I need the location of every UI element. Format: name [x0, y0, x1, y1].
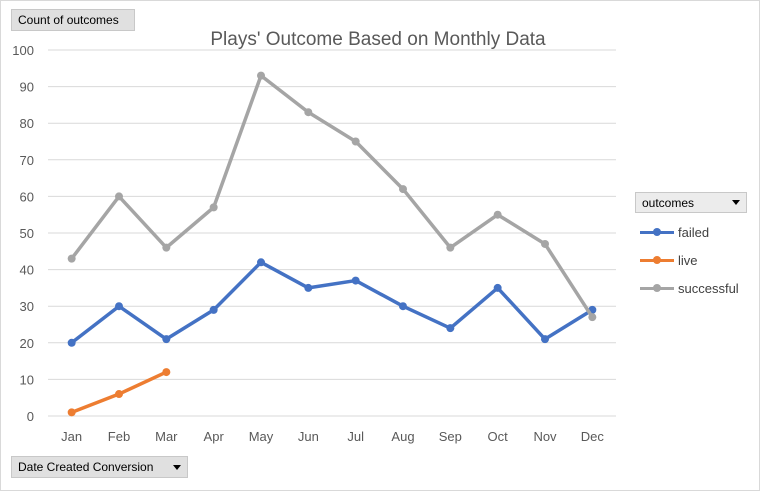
x-tick-label: Oct	[488, 429, 509, 444]
legend: failed live successful	[640, 218, 739, 302]
y-axis-field-label: Count of outcomes	[18, 13, 119, 27]
x-tick-label: Jan	[61, 429, 82, 444]
series-lines	[67, 71, 597, 417]
y-tick-label: 50	[20, 226, 34, 241]
y-tick-label: 40	[20, 263, 34, 278]
y-tick-label: 90	[20, 80, 34, 95]
data-point-successful	[162, 243, 171, 252]
x-tick-label: May	[249, 429, 274, 444]
x-tick-label: Mar	[155, 429, 178, 444]
x-axis-field-label: Date Created Conversion	[18, 460, 154, 474]
y-tick-labels: 0 10 20 30 40 50 60 70 80 90 100	[12, 43, 34, 424]
y-axis-field-button[interactable]: Count of outcomes	[11, 9, 135, 31]
x-axis-field-button[interactable]: Date Created Conversion	[11, 456, 188, 478]
x-tick-label: Jun	[298, 429, 319, 444]
series-live	[67, 368, 171, 417]
x-tick-label: Sep	[439, 429, 462, 444]
y-tick-label: 10	[20, 372, 34, 387]
series-successful	[67, 71, 597, 322]
series-failed	[67, 258, 597, 347]
data-point-successful	[115, 192, 123, 201]
y-tick-label: 60	[20, 189, 34, 204]
series-line-failed	[69, 260, 595, 345]
data-point-failed	[115, 302, 123, 311]
x-tick-label: Aug	[391, 429, 414, 444]
gridlines	[48, 49, 616, 417]
x-tick-label: Nov	[533, 429, 557, 444]
dropdown-arrow-icon	[732, 200, 740, 205]
data-point-successful	[588, 313, 597, 322]
y-tick-label: 80	[20, 116, 34, 131]
data-point-failed	[493, 283, 502, 292]
legend-swatch-successful	[640, 282, 674, 294]
x-tick-label: Apr	[204, 429, 225, 444]
legend-label-live: live	[678, 252, 698, 268]
x-tick-label: Jul	[347, 429, 364, 444]
data-point-failed	[257, 258, 265, 267]
data-point-successful	[399, 185, 407, 194]
x-tick-labels: Jan Feb Mar Apr May Jun Jul Aug Sep Oct Nov Dec	[61, 429, 604, 444]
data-point-failed	[351, 276, 360, 285]
data-point-successful	[541, 239, 549, 248]
data-point-failed	[399, 302, 407, 311]
dropdown-arrow-icon	[173, 464, 181, 470]
legend-item-live[interactable]: live	[640, 246, 739, 274]
legend-item-failed[interactable]: failed	[640, 218, 739, 246]
data-point-live	[162, 368, 171, 377]
legend-swatch-failed	[640, 226, 674, 238]
data-point-successful	[304, 108, 313, 117]
series-line-successful	[69, 73, 595, 319]
y-tick-label: 70	[20, 153, 34, 168]
legend-field-button[interactable]: outcomes	[635, 192, 747, 213]
data-point-failed	[67, 338, 76, 347]
data-point-failed	[541, 335, 549, 344]
data-point-successful	[493, 210, 502, 219]
legend-item-successful[interactable]: successful	[640, 274, 739, 302]
y-tick-label: 0	[27, 409, 34, 424]
data-point-failed	[209, 305, 218, 314]
data-point-failed	[162, 335, 171, 344]
data-point-failed	[446, 324, 455, 333]
data-point-successful	[257, 71, 265, 80]
data-point-failed	[304, 283, 313, 292]
legend-swatch-live	[640, 254, 674, 266]
legend-label-successful: successful	[678, 280, 739, 296]
y-tick-label: 100	[12, 43, 34, 58]
data-point-live	[67, 408, 76, 417]
chart-title: Plays' Outcome Based on Monthly Data	[210, 29, 546, 50]
x-tick-label: Dec	[581, 429, 605, 444]
y-tick-label: 20	[20, 336, 34, 351]
legend-title: outcomes	[642, 195, 695, 210]
data-point-successful	[446, 243, 455, 252]
data-point-successful	[67, 254, 76, 263]
legend-label-failed: failed	[678, 224, 710, 240]
x-tick-label: Feb	[108, 429, 130, 444]
data-point-successful	[209, 203, 218, 212]
data-point-live	[115, 390, 123, 399]
y-tick-label: 30	[20, 299, 34, 314]
data-point-successful	[351, 137, 360, 146]
